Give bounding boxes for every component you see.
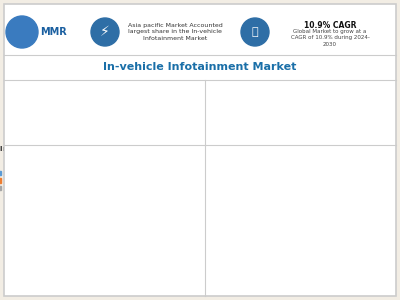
Circle shape bbox=[241, 18, 269, 46]
Wedge shape bbox=[65, 193, 113, 254]
Bar bbox=[185, 102, 205, 123]
Text: In-vehicle Infotainment Market: In-vehicle Infotainment Market bbox=[103, 62, 297, 72]
Text: Asia pacific Market Accounted
largest share in the In-vehicle
Infotainment Marke: Asia pacific Market Accounted largest sh… bbox=[128, 22, 222, 41]
Bar bbox=[220, 249, 349, 270]
Legend: Audio unit, Display unit, Heads-Up display, Navigation unit: Audio unit, Display unit, Heads-Up displ… bbox=[123, 198, 184, 244]
Bar bbox=[4, 102, 74, 123]
Bar bbox=[125, 102, 161, 123]
Text: USD 7.34: USD 7.34 bbox=[322, 118, 365, 127]
Wedge shape bbox=[26, 221, 100, 269]
Bar bbox=[74, 102, 125, 123]
Text: 10.9% CAGR: 10.9% CAGR bbox=[304, 20, 356, 29]
Wedge shape bbox=[65, 173, 104, 221]
Title: In-vehicle Infotainment Market, by
Vehicle Type in 2023 (Bn): In-vehicle Infotainment Market, by Vehic… bbox=[237, 134, 375, 147]
Circle shape bbox=[6, 16, 38, 48]
Text: Global Market Size: Global Market Size bbox=[257, 80, 346, 89]
Text: 2030: 2030 bbox=[332, 100, 354, 109]
Text: USD 3.55: USD 3.55 bbox=[238, 118, 282, 127]
Text: ⚡: ⚡ bbox=[100, 25, 110, 39]
Text: 🔥: 🔥 bbox=[252, 27, 258, 37]
Text: Market Size in Billion: Market Size in Billion bbox=[269, 137, 334, 142]
Title: In-vehicle Infotainment Market Share, by
Region in 2023 (%): In-vehicle Infotainment Market Share, by… bbox=[23, 65, 186, 78]
Text: MMR: MMR bbox=[40, 27, 67, 37]
Title: In-vehicle Infotainment Market, by
Product Type In 2023 (%): In-vehicle Infotainment Market, by Produ… bbox=[0, 146, 130, 159]
Text: Global Market to grow at a
CAGR of 10.9% during 2024-
2030: Global Market to grow at a CAGR of 10.9%… bbox=[290, 29, 370, 47]
FancyBboxPatch shape bbox=[4, 4, 396, 296]
Text: 2023: 2023 bbox=[250, 100, 270, 109]
Circle shape bbox=[91, 18, 119, 46]
Bar bbox=[220, 188, 294, 209]
Legend: North America, Asia-Pacific, Europe, Middle East and Africa, South America: North America, Asia-Pacific, Europe, Mid… bbox=[0, 170, 119, 191]
Bar bbox=[161, 102, 185, 123]
Wedge shape bbox=[17, 173, 65, 249]
